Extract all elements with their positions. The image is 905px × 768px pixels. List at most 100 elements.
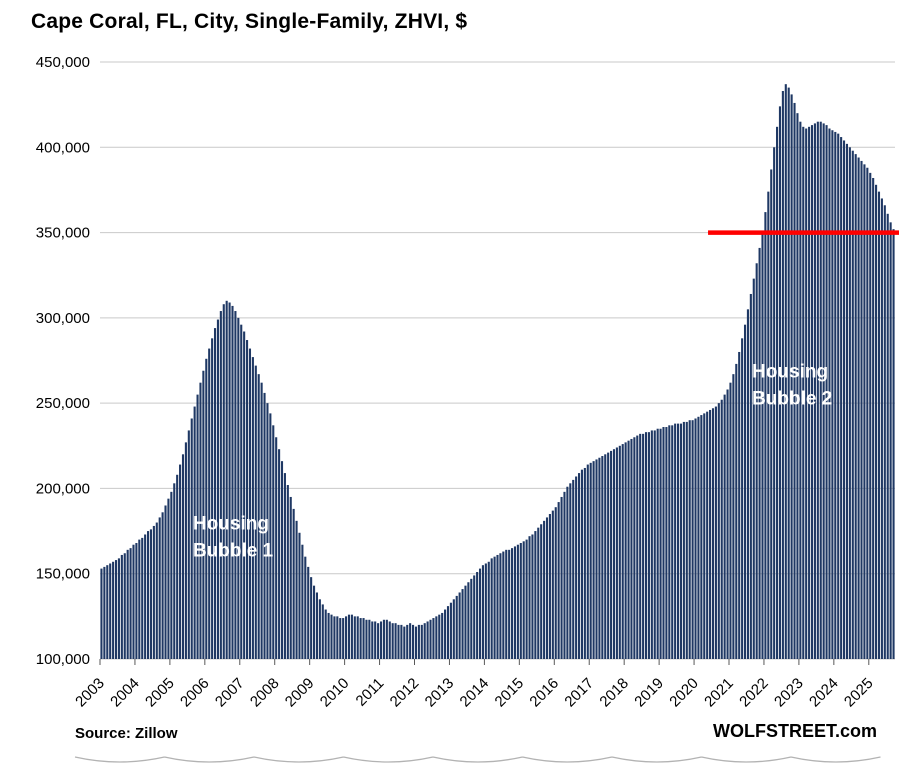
bar: [324, 609, 327, 659]
bar: [388, 621, 391, 659]
bar: [216, 319, 219, 659]
bar: [336, 616, 339, 659]
bar: [703, 413, 706, 659]
y-tick-label: 350,000: [36, 225, 90, 242]
bar: [114, 560, 118, 659]
y-tick-label: 200,000: [36, 480, 90, 497]
bar: [438, 614, 441, 659]
bar: [280, 461, 284, 659]
bar: [854, 154, 857, 660]
y-tick-label: 250,000: [36, 395, 90, 412]
bar: [872, 177, 875, 660]
bar: [618, 445, 621, 659]
bar: [583, 467, 586, 659]
bar: [569, 483, 572, 659]
bar: [251, 357, 254, 659]
bar: [263, 392, 266, 659]
bar: [312, 585, 316, 659]
bar: [301, 544, 304, 659]
bar: [243, 331, 246, 659]
bar: [834, 131, 837, 659]
bar: [615, 447, 618, 659]
bar: [333, 616, 336, 659]
bar: [560, 496, 563, 659]
bar: [691, 420, 694, 659]
bar: [420, 624, 423, 659]
bar: [639, 433, 642, 659]
bar: [511, 548, 514, 659]
bar: [848, 147, 851, 660]
bar: [674, 423, 677, 659]
bar: [464, 585, 467, 659]
bar: [767, 191, 770, 659]
bar: [851, 150, 854, 659]
bar: [266, 403, 269, 659]
bar: [586, 464, 589, 659]
bar: [761, 230, 764, 659]
x-tick-label: 2021: [701, 675, 737, 711]
bar: [164, 505, 167, 659]
bar: [875, 184, 878, 659]
bar: [129, 548, 132, 659]
bar: [828, 128, 831, 659]
bar: [211, 338, 214, 659]
x-tick-label: 2018: [596, 675, 632, 711]
bar: [458, 592, 461, 659]
x-tick-label: 2006: [177, 675, 213, 711]
bar: [202, 370, 205, 659]
bar: [630, 438, 633, 659]
annotation-housing-bubble-1: Housing Bubble 1: [193, 513, 274, 561]
annotation-housing-bubble-2: Housing Bubble 2: [752, 362, 832, 410]
bar: [842, 140, 846, 659]
bar: [601, 456, 604, 659]
bar: [461, 589, 464, 659]
bar: [362, 618, 365, 659]
bar: [478, 568, 482, 659]
bar: [106, 565, 109, 659]
bar: [709, 409, 712, 659]
bar: [196, 394, 199, 659]
bar: [808, 126, 811, 659]
bar: [499, 553, 502, 659]
bar: [254, 365, 257, 659]
bar: [327, 612, 330, 659]
bar: [662, 427, 665, 659]
bar: [880, 198, 883, 659]
bar: [228, 302, 231, 659]
bar: [685, 421, 688, 659]
bar: [187, 430, 190, 659]
bar: [222, 304, 225, 659]
bar: [732, 374, 735, 659]
bar: [481, 565, 484, 659]
bar: [545, 517, 549, 659]
x-tick-label: 2025: [841, 675, 877, 711]
x-tick-label: 2013: [422, 675, 458, 711]
x-tick-label: 2016: [526, 675, 562, 711]
x-tick-label: 2019: [631, 675, 667, 711]
bar: [729, 382, 732, 659]
bar: [822, 123, 825, 659]
bar: [144, 534, 147, 659]
bar: [240, 324, 243, 659]
bar: [155, 522, 158, 659]
bar: [152, 525, 155, 659]
y-axis-labels: 100,000 150,000 200,000 250,000 300,000 350,0…: [36, 54, 90, 668]
x-tick-label: 2024: [806, 675, 842, 711]
x-tick-label: 2005: [142, 675, 178, 711]
x-tick-label: 2011: [353, 675, 388, 710]
bar: [653, 430, 656, 659]
bar: [845, 143, 848, 659]
bar: [353, 616, 356, 659]
bar: [400, 624, 403, 659]
bar: [746, 309, 749, 659]
x-tick-label: 2023: [771, 675, 807, 711]
x-tick-label: 2004: [107, 675, 143, 711]
bar: [572, 479, 575, 659]
bar: [304, 556, 307, 659]
bar: [455, 595, 458, 659]
x-tick-label: 2014: [457, 675, 493, 711]
bar: [147, 531, 150, 659]
bar: [563, 491, 566, 659]
bar: [528, 536, 531, 659]
bar: [840, 137, 843, 660]
